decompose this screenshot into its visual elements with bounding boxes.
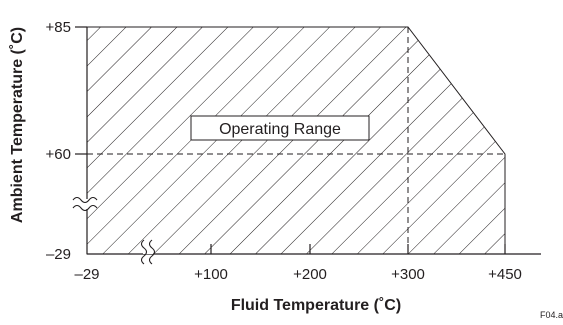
x-tick-label: +100: [194, 266, 228, 283]
x-axis-break-0: [140, 239, 148, 265]
x-tick-label: +200: [293, 266, 327, 283]
reference-lines: [87, 27, 505, 254]
x-tick-label: –29: [74, 266, 99, 283]
x-axis-title: Fluid Temperature (˚C): [231, 297, 401, 314]
annotation-box: Operating Range: [190, 115, 370, 141]
y-tick-label: +85: [46, 19, 71, 36]
y-axis-break-0: [72, 196, 98, 204]
y-axis-break-mask: [73, 199, 89, 209]
x-tick-label: +450: [488, 266, 522, 283]
x-axis-break-mask: [143, 240, 153, 254]
axes: [86, 27, 541, 255]
axis-breaks: [72, 196, 156, 265]
figure-id: F04.ai: [540, 310, 563, 320]
y-tick-label: +60: [46, 146, 71, 163]
y-axis-break-1: [72, 204, 98, 212]
x-tick-label: +300: [391, 266, 425, 283]
annotation-label: Operating Range: [219, 121, 341, 138]
tick-marks: [75, 26, 506, 254]
y-axis-title: Ambient Temperature (˚C): [9, 27, 26, 223]
y-tick-label: –29: [46, 246, 71, 263]
x-axis-break-1: [148, 239, 156, 265]
